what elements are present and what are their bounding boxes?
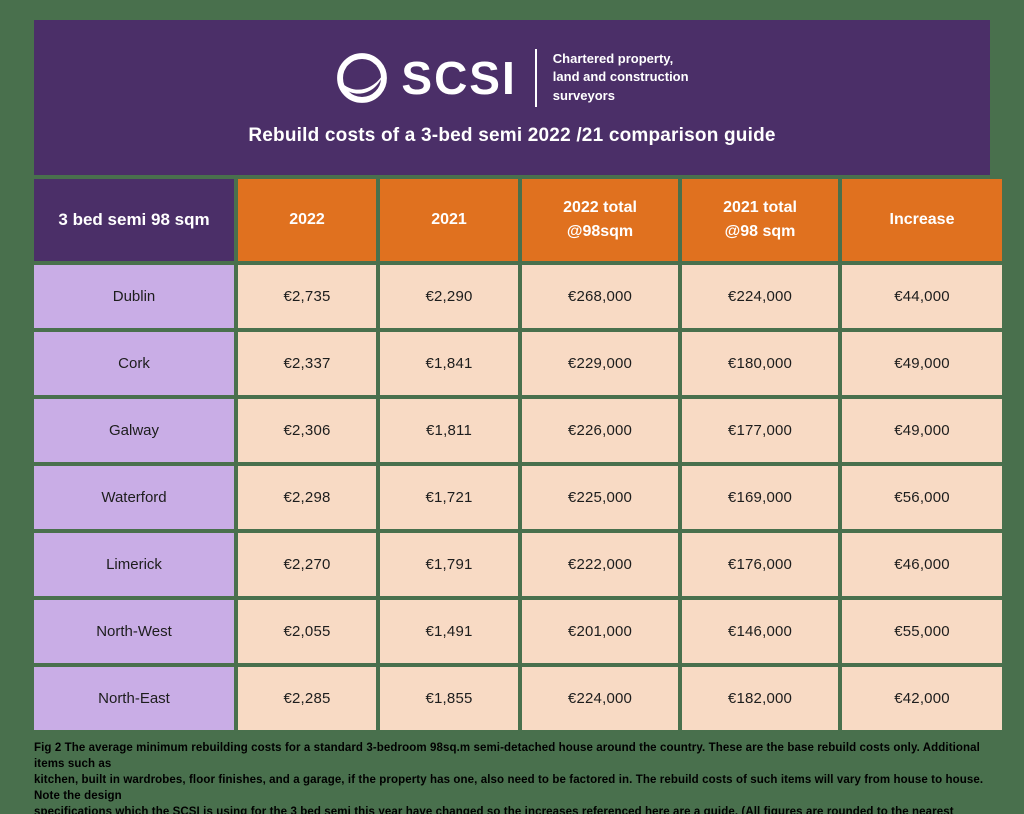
header-2022-total: 2022 total @98sqm <box>522 179 678 261</box>
table-row-cork: Cork €2,337 €1,841 €229,000 €180,000 €49… <box>34 332 1002 395</box>
value-cell: €2,306 <box>238 399 376 462</box>
caption-line: specifications which the SCSI is using f… <box>34 806 954 814</box>
value-cell: €169,000 <box>682 466 838 529</box>
header-banner: SCSI Chartered property, land and constr… <box>34 20 990 175</box>
value-cell: €229,000 <box>522 332 678 395</box>
region-cell: Cork <box>34 332 234 395</box>
page-title: Rebuild costs of a 3-bed semi 2022 /21 c… <box>248 124 776 146</box>
value-cell: €1,855 <box>380 667 518 730</box>
caption-line: kitchen, built in wardrobes, floor finis… <box>34 774 984 803</box>
value-cell: €1,491 <box>380 600 518 663</box>
region-cell: Galway <box>34 399 234 462</box>
caption-line: Fig 2 The average minimum rebuilding cos… <box>34 742 980 771</box>
table-row-dublin: Dublin €2,735 €2,290 €268,000 €224,000 €… <box>34 265 1002 328</box>
value-cell: €49,000 <box>842 332 1002 395</box>
table-row-north-west: North-West €2,055 €1,491 €201,000 €146,0… <box>34 600 1002 663</box>
value-cell: €44,000 <box>842 265 1002 328</box>
table-row-waterford: Waterford €2,298 €1,721 €225,000 €169,00… <box>34 466 1002 529</box>
value-cell: €1,811 <box>380 399 518 462</box>
value-cell: €222,000 <box>522 533 678 596</box>
value-cell: €2,290 <box>380 265 518 328</box>
value-cell: €176,000 <box>682 533 838 596</box>
value-cell: €1,721 <box>380 466 518 529</box>
value-cell: €49,000 <box>842 399 1002 462</box>
value-cell: €225,000 <box>522 466 678 529</box>
logo-wordmark: SCSI <box>401 51 517 104</box>
logo-tagline: Chartered property, land and constructio… <box>553 50 689 105</box>
value-cell: €2,735 <box>238 265 376 328</box>
value-cell: €180,000 <box>682 332 838 395</box>
value-cell: €2,337 <box>238 332 376 395</box>
region-cell: North-West <box>34 600 234 663</box>
table-row-limerick: Limerick €2,270 €1,791 €222,000 €176,000… <box>34 533 1002 596</box>
value-cell: €2,270 <box>238 533 376 596</box>
rebuild-costs-table: 3 bed semi 98 sqm 2022 2021 2022 total @… <box>30 175 1006 734</box>
value-cell: €201,000 <box>522 600 678 663</box>
figure-caption: Fig 2 The average minimum rebuilding cos… <box>34 740 990 814</box>
tagline-line: Chartered property, <box>552 51 674 67</box>
value-cell: €146,000 <box>682 600 838 663</box>
value-cell: €56,000 <box>842 466 1002 529</box>
value-cell: €268,000 <box>522 265 678 328</box>
tagline-line: surveyors <box>552 87 615 103</box>
value-cell: €224,000 <box>522 667 678 730</box>
value-cell: €55,000 <box>842 600 1002 663</box>
region-cell: North-East <box>34 667 234 730</box>
region-cell: Waterford <box>34 466 234 529</box>
value-cell: €182,000 <box>682 667 838 730</box>
value-cell: €2,285 <box>238 667 376 730</box>
header-2021-total: 2021 total @98 sqm <box>682 179 838 261</box>
table-container: 3 bed semi 98 sqm 2022 2021 2022 total @… <box>30 175 1002 734</box>
value-cell: €226,000 <box>522 399 678 462</box>
value-cell: €2,298 <box>238 466 376 529</box>
value-cell: €42,000 <box>842 667 1002 730</box>
region-cell: Dublin <box>34 265 234 328</box>
value-cell: €177,000 <box>682 399 838 462</box>
region-cell: Limerick <box>34 533 234 596</box>
header-increase: Increase <box>842 179 1002 261</box>
header-2022: 2022 <box>238 179 376 261</box>
value-cell: €46,000 <box>842 533 1002 596</box>
scsi-logo: SCSI Chartered property, land and constr… <box>335 48 689 107</box>
value-cell: €2,055 <box>238 600 376 663</box>
value-cell: €224,000 <box>682 265 838 328</box>
logo-divider <box>534 48 537 107</box>
table-row-north-east: North-East €2,285 €1,855 €224,000 €182,0… <box>34 667 1002 730</box>
tagline-line: land and construction <box>552 69 689 85</box>
value-cell: €1,841 <box>380 332 518 395</box>
header-region: 3 bed semi 98 sqm <box>34 179 234 261</box>
header-2021: 2021 <box>380 179 518 261</box>
table-header-row: 3 bed semi 98 sqm 2022 2021 2022 total @… <box>34 179 1002 261</box>
scsi-globe-icon <box>337 52 388 103</box>
value-cell: €1,791 <box>380 533 518 596</box>
table-row-galway: Galway €2,306 €1,811 €226,000 €177,000 €… <box>34 399 1002 462</box>
